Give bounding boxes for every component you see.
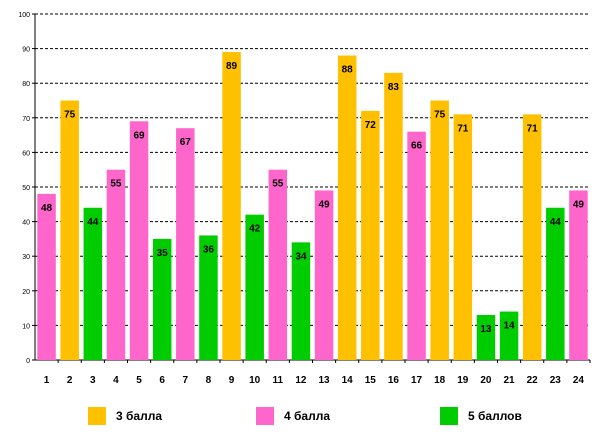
legend-entry-5-ballov: 5 баллов bbox=[440, 407, 522, 425]
data-label-13: 49 bbox=[319, 199, 331, 210]
x-tick-label-4: 4 bbox=[113, 375, 119, 386]
bar-11 bbox=[268, 169, 288, 360]
x-tick-label-8: 8 bbox=[206, 375, 212, 386]
x-tick-label-21: 21 bbox=[504, 375, 516, 386]
y-tick-label-20: 20 bbox=[22, 289, 30, 296]
x-tick-label-3: 3 bbox=[90, 375, 96, 386]
data-label-5: 69 bbox=[134, 130, 146, 141]
bar-10 bbox=[245, 214, 264, 360]
bar-14 bbox=[337, 55, 357, 361]
data-label-1: 48 bbox=[41, 203, 53, 214]
x-tick-label-18: 18 bbox=[434, 375, 446, 386]
y-tick-label-30: 30 bbox=[22, 254, 30, 261]
bar-3 bbox=[83, 207, 103, 360]
legend-swatch-4-balla bbox=[256, 407, 274, 425]
x-tick-label-16: 16 bbox=[388, 375, 400, 386]
y-tick-label-50: 50 bbox=[22, 185, 30, 192]
bar-9 bbox=[222, 52, 241, 361]
data-label-24: 49 bbox=[573, 199, 585, 210]
data-label-15: 72 bbox=[365, 120, 377, 131]
data-label-23: 44 bbox=[550, 217, 562, 228]
bar-12 bbox=[291, 242, 311, 360]
legend-label-4-balla: 4 балла bbox=[284, 409, 331, 423]
data-label-19: 71 bbox=[457, 123, 469, 134]
bar-18 bbox=[430, 100, 449, 360]
bar-4 bbox=[106, 169, 126, 360]
x-tick-label-22: 22 bbox=[527, 375, 539, 386]
bar-24 bbox=[569, 190, 588, 360]
x-tick-label-12: 12 bbox=[295, 375, 307, 386]
x-tick-label-9: 9 bbox=[229, 375, 235, 386]
legend-entry-4-balla: 4 балла bbox=[256, 407, 330, 425]
bar-13 bbox=[314, 190, 334, 360]
bar-22 bbox=[522, 114, 542, 360]
data-label-18: 75 bbox=[434, 110, 446, 121]
x-tick-label-5: 5 bbox=[136, 375, 142, 386]
bar-21 bbox=[499, 311, 519, 360]
data-label-14: 88 bbox=[342, 65, 354, 76]
data-label-4: 55 bbox=[110, 179, 122, 190]
data-label-20: 13 bbox=[480, 324, 492, 335]
data-label-3: 44 bbox=[87, 217, 99, 228]
x-tick-label-15: 15 bbox=[365, 375, 377, 386]
data-label-22: 71 bbox=[527, 123, 539, 134]
data-label-10: 42 bbox=[249, 224, 261, 235]
bar-1 bbox=[37, 193, 56, 360]
x-tick-label-6: 6 bbox=[159, 375, 165, 386]
x-tick-label-19: 19 bbox=[457, 375, 469, 386]
x-tick-label-24: 24 bbox=[573, 375, 585, 386]
data-label-11: 55 bbox=[272, 179, 284, 190]
x-tick-label-23: 23 bbox=[550, 375, 562, 386]
bar-5 bbox=[129, 121, 149, 360]
data-label-17: 66 bbox=[411, 141, 423, 152]
x-tick-label-2: 2 bbox=[67, 375, 73, 386]
bar-7 bbox=[176, 128, 195, 360]
x-tick-label-1: 1 bbox=[44, 375, 50, 386]
y-tick-label-60: 60 bbox=[22, 150, 30, 157]
bar-8 bbox=[199, 235, 218, 360]
y-tick-label-100: 100 bbox=[18, 12, 30, 19]
data-label-21: 14 bbox=[504, 321, 516, 332]
y-tick-label-70: 70 bbox=[22, 116, 30, 123]
bar-23 bbox=[546, 207, 565, 360]
y-tick-label-80: 80 bbox=[22, 81, 30, 88]
bar-6 bbox=[152, 238, 172, 360]
y-tick-label-0: 0 bbox=[26, 358, 30, 365]
data-label-2: 75 bbox=[64, 110, 76, 121]
data-label-9: 89 bbox=[226, 61, 238, 72]
data-label-16: 83 bbox=[388, 82, 400, 93]
data-label-12: 34 bbox=[295, 251, 307, 262]
legend-swatch-3-balla bbox=[88, 407, 106, 425]
legend-label-5-ballov: 5 баллов bbox=[468, 409, 522, 423]
x-tick-label-14: 14 bbox=[342, 375, 354, 386]
legend-swatch-5-ballov bbox=[440, 407, 458, 425]
x-tick-label-7: 7 bbox=[183, 375, 189, 386]
bar-19 bbox=[453, 114, 473, 360]
x-tick-label-17: 17 bbox=[411, 375, 423, 386]
x-tick-label-11: 11 bbox=[273, 375, 284, 386]
x-tick-label-20: 20 bbox=[480, 375, 492, 386]
x-tick-label-13: 13 bbox=[319, 375, 331, 386]
legend-label-3-balla: 3 балла bbox=[116, 409, 163, 423]
bar-17 bbox=[407, 131, 426, 360]
legend-entry-3-balla: 3 балла bbox=[88, 407, 162, 425]
data-label-7: 67 bbox=[180, 137, 192, 148]
y-tick-label-10: 10 bbox=[22, 323, 30, 330]
bar-15 bbox=[361, 110, 380, 360]
bar-16 bbox=[384, 72, 403, 360]
x-tick-label-10: 10 bbox=[249, 375, 261, 386]
data-label-6: 35 bbox=[157, 248, 169, 259]
bar-2 bbox=[60, 100, 79, 360]
y-tick-label-40: 40 bbox=[22, 220, 30, 227]
data-label-8: 36 bbox=[203, 244, 215, 255]
y-tick-label-90: 90 bbox=[22, 47, 30, 54]
bar-20 bbox=[476, 315, 496, 360]
